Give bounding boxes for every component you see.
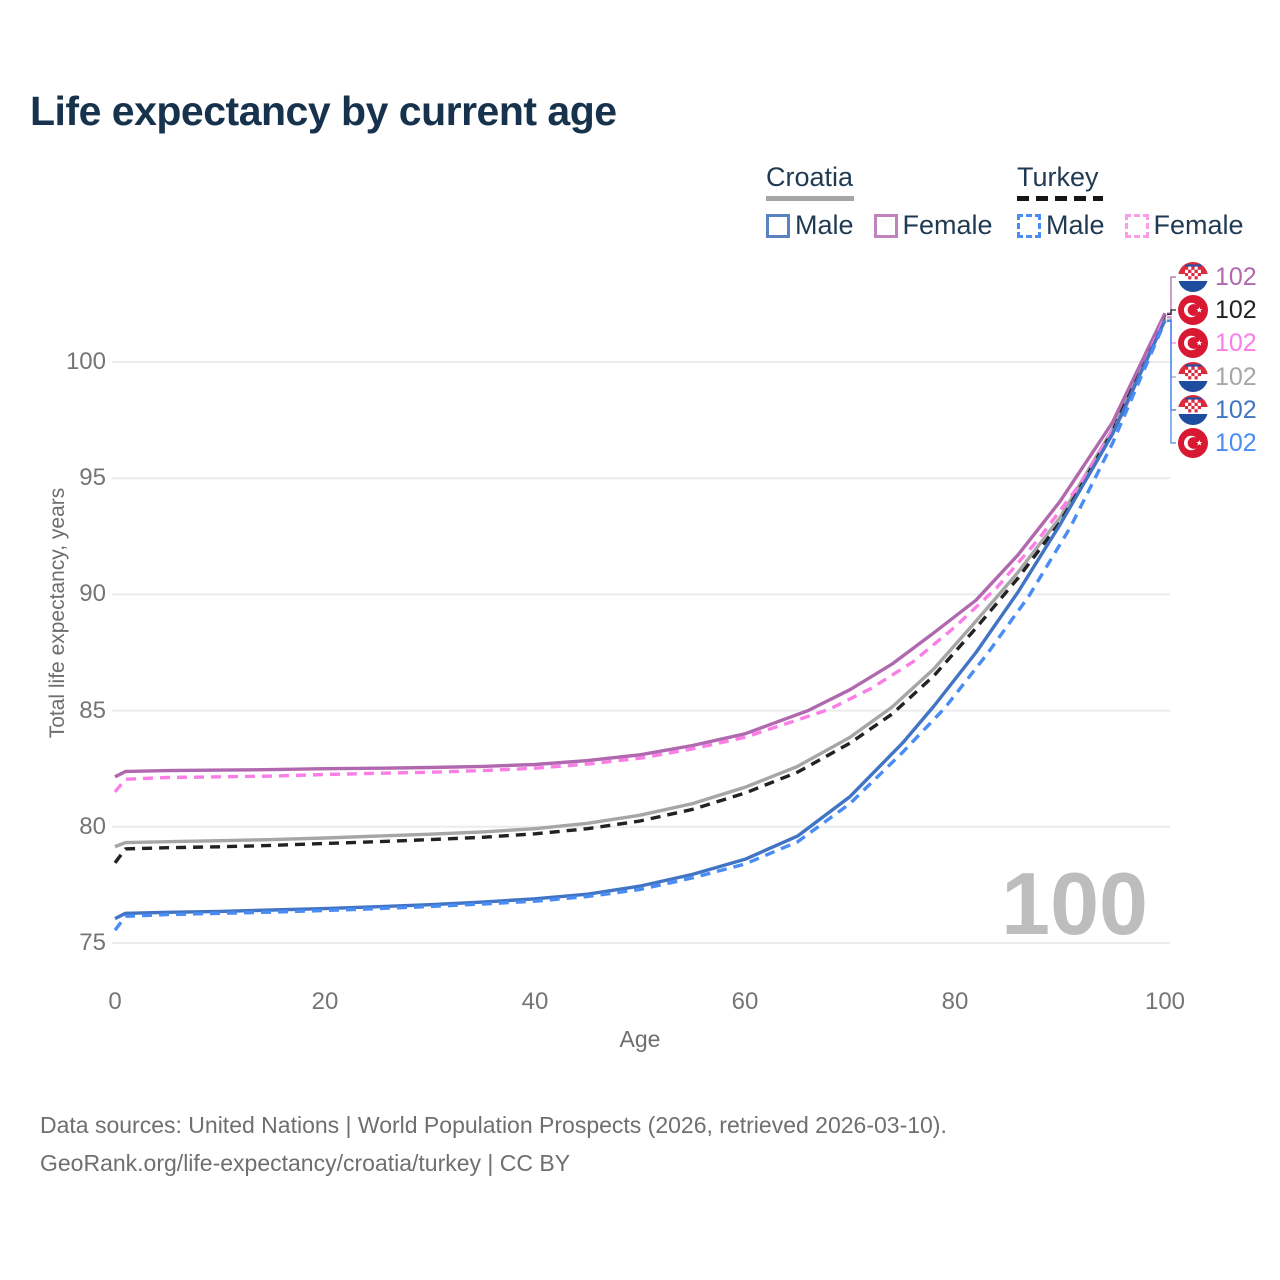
legend-group-croatia: Croatia Male Female xyxy=(766,162,993,241)
footer: Data sources: United Nations | World Pop… xyxy=(40,1106,947,1182)
legend-turkey-header[interactable]: Turkey xyxy=(1017,162,1244,201)
age-watermark: 100 xyxy=(1001,854,1148,953)
legend-swatch-turkey-male[interactable] xyxy=(1017,213,1041,238)
x-tick-label: 20 xyxy=(311,988,339,1015)
legend-swatch-turkey-female[interactable] xyxy=(1124,213,1149,238)
end-value-label: 102 xyxy=(1215,428,1257,457)
croatia-flag-icon xyxy=(1178,262,1208,292)
series-line-croatia-male[interactable] xyxy=(114,319,1167,921)
series-line-croatia-all[interactable] xyxy=(114,317,1167,849)
x-tick-label: 40 xyxy=(521,988,549,1015)
x-tick-label: 0 xyxy=(108,988,122,1015)
x-tick-label: 60 xyxy=(731,988,759,1015)
legend-croatia-title: Croatia xyxy=(766,162,854,192)
x-tick-label: 100 xyxy=(1144,988,1186,1015)
end-value-label: 102 xyxy=(1215,362,1257,391)
legend-label-turkey-female[interactable]: Female xyxy=(1153,210,1244,240)
legend-group-turkey: Turkey Male Female xyxy=(1017,162,1244,241)
end-label-row-croatia-all: 102 xyxy=(1178,362,1257,392)
page-title: Life expectancy by current age xyxy=(30,88,617,134)
x-tick-label: 80 xyxy=(941,988,969,1015)
y-tick-label: 85 xyxy=(79,696,106,724)
end-label-row-turkey-male: 102 xyxy=(1178,428,1257,458)
end-value-label: 102 xyxy=(1215,262,1257,291)
series-line-turkey-female[interactable] xyxy=(113,316,1167,793)
turkey-flag-icon xyxy=(1178,328,1208,358)
legend-label-croatia-male[interactable]: Male xyxy=(795,210,854,240)
end-label-row-turkey-female: 102 xyxy=(1178,328,1257,358)
leader-line xyxy=(1167,309,1176,316)
y-axis-title: Total life expectancy, years xyxy=(46,487,69,739)
legend-swatch-croatia-male[interactable] xyxy=(766,213,790,238)
y-tick-label: 95 xyxy=(79,464,106,492)
end-label-row-croatia-female: 102 xyxy=(1178,262,1257,292)
croatia-flag-icon xyxy=(1178,395,1208,425)
end-label-row-croatia-male: 102 xyxy=(1178,395,1257,425)
series-line-croatia-female[interactable] xyxy=(114,312,1167,779)
turkey-flag-icon xyxy=(1178,428,1208,458)
end-value-label: 102 xyxy=(1215,395,1257,424)
end-value-label: 102 xyxy=(1215,328,1257,357)
croatia-flag-icon xyxy=(1178,362,1208,392)
y-tick-label: 100 xyxy=(65,348,106,375)
end-label-row-turkey-all: 102 xyxy=(1178,295,1257,325)
croatia-solid-line-sample xyxy=(766,196,854,201)
end-value-label: 102 xyxy=(1215,295,1257,324)
series-line-turkey-all[interactable] xyxy=(113,313,1167,864)
footer-attribution: GeoRank.org/life-expectancy/croatia/turk… xyxy=(40,1150,571,1176)
turkey-dashed-line-sample xyxy=(1017,196,1103,201)
y-tick-label: 75 xyxy=(79,929,106,956)
y-tick-label: 80 xyxy=(79,812,106,840)
x-axis-title: Age xyxy=(619,1026,661,1052)
leader-line xyxy=(1167,320,1176,444)
series-line-turkey-male[interactable] xyxy=(113,320,1167,932)
legend-croatia-header[interactable]: Croatia xyxy=(766,162,993,201)
legend-label-croatia-female[interactable]: Female xyxy=(902,210,993,240)
legend-label-turkey-male[interactable]: Male xyxy=(1046,210,1105,240)
footer-data-sources: Data sources: United Nations | World Pop… xyxy=(40,1112,947,1138)
turkey-flag-icon xyxy=(1178,295,1208,325)
legend-swatch-croatia-female[interactable] xyxy=(873,213,898,238)
legend-turkey-title: Turkey xyxy=(1017,162,1099,192)
y-tick-label: 90 xyxy=(79,580,106,608)
leader-line xyxy=(1167,276,1176,314)
